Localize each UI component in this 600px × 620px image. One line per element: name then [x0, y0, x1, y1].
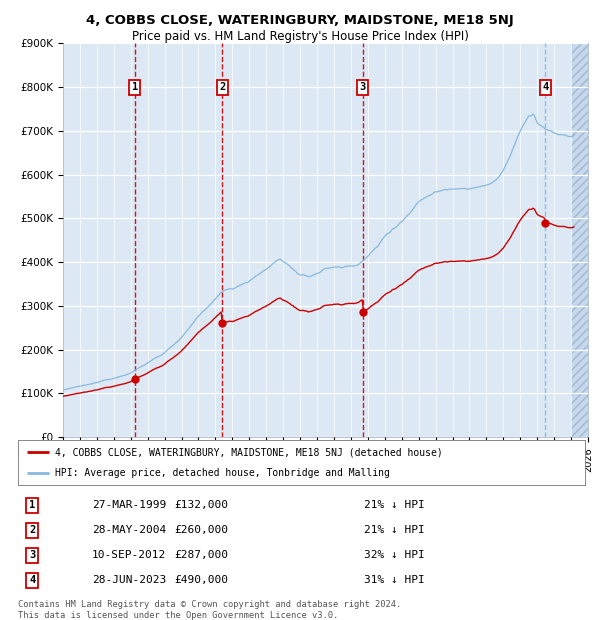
Text: 21% ↓ HPI: 21% ↓ HPI: [364, 500, 425, 510]
Text: 4, COBBS CLOSE, WATERINGBURY, MAIDSTONE, ME18 5NJ (detached house): 4, COBBS CLOSE, WATERINGBURY, MAIDSTONE,…: [55, 447, 443, 458]
Text: 3: 3: [359, 82, 366, 92]
Text: 21% ↓ HPI: 21% ↓ HPI: [364, 525, 425, 535]
Text: £132,000: £132,000: [174, 500, 228, 510]
Text: 32% ↓ HPI: 32% ↓ HPI: [364, 550, 425, 560]
Text: 4: 4: [542, 82, 548, 92]
Text: 3: 3: [29, 550, 35, 560]
Text: 31% ↓ HPI: 31% ↓ HPI: [364, 575, 425, 585]
Bar: [571, 22, 600, 459]
Text: 4: 4: [29, 575, 35, 585]
Text: 10-SEP-2012: 10-SEP-2012: [92, 550, 166, 560]
Text: 27-MAR-1999: 27-MAR-1999: [92, 500, 166, 510]
Text: 28-JUN-2023: 28-JUN-2023: [92, 575, 166, 585]
Text: 2: 2: [219, 82, 226, 92]
Text: 2: 2: [29, 525, 35, 535]
Text: Contains HM Land Registry data © Crown copyright and database right 2024.
This d: Contains HM Land Registry data © Crown c…: [18, 600, 401, 619]
Text: 28-MAY-2004: 28-MAY-2004: [92, 525, 166, 535]
Text: HPI: Average price, detached house, Tonbridge and Malling: HPI: Average price, detached house, Tonb…: [55, 467, 390, 478]
Text: 1: 1: [131, 82, 138, 92]
Text: Price paid vs. HM Land Registry's House Price Index (HPI): Price paid vs. HM Land Registry's House …: [131, 30, 469, 43]
Text: £490,000: £490,000: [174, 575, 228, 585]
Text: 4, COBBS CLOSE, WATERINGBURY, MAIDSTONE, ME18 5NJ: 4, COBBS CLOSE, WATERINGBURY, MAIDSTONE,…: [86, 14, 514, 27]
Text: £287,000: £287,000: [174, 550, 228, 560]
Text: £260,000: £260,000: [174, 525, 228, 535]
Text: 1: 1: [29, 500, 35, 510]
